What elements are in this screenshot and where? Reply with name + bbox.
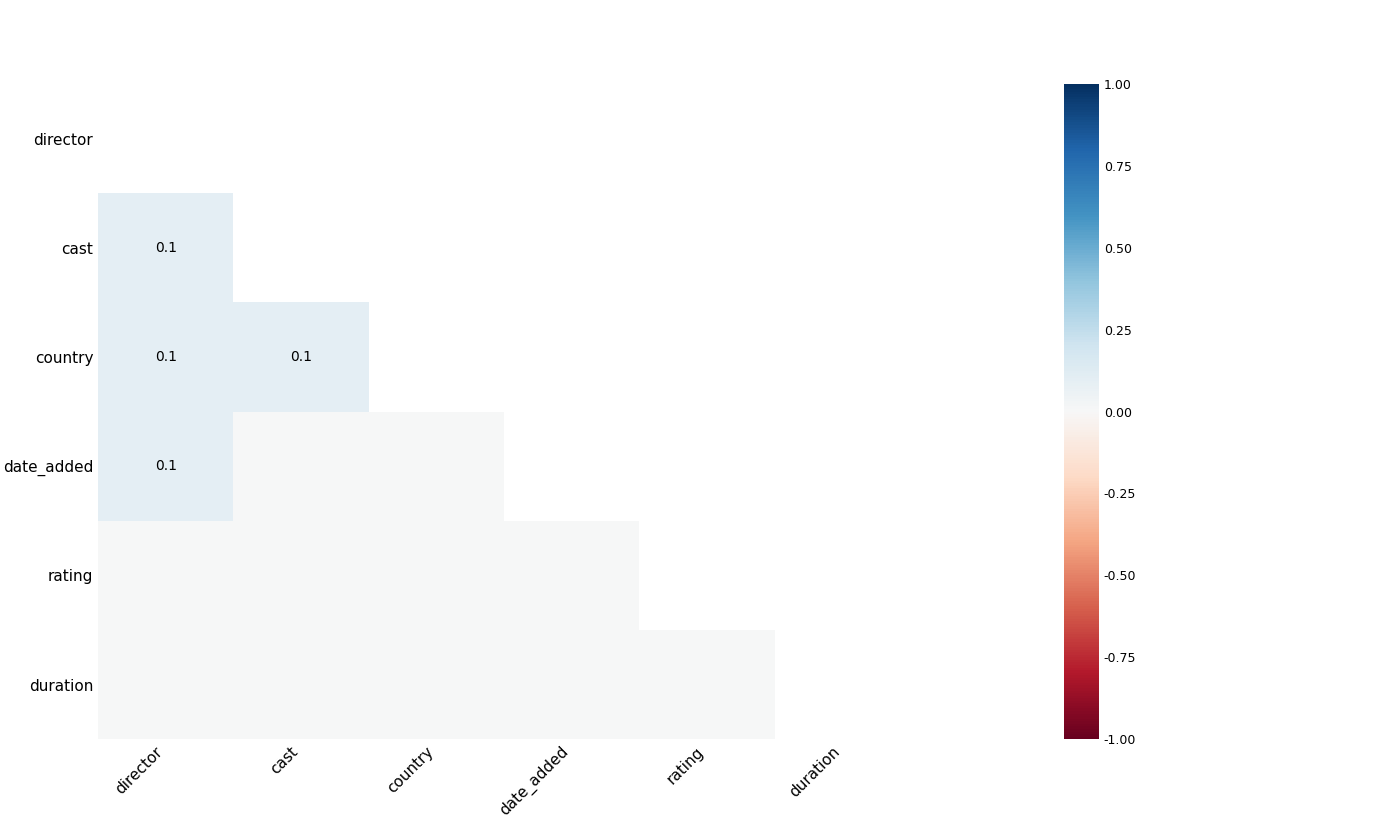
Text: 0.1: 0.1 xyxy=(154,350,176,364)
Bar xyxy=(368,521,504,630)
Bar xyxy=(98,302,234,412)
Bar xyxy=(368,412,504,521)
Text: 0.1: 0.1 xyxy=(154,241,176,255)
Bar xyxy=(640,630,774,739)
Bar xyxy=(234,302,368,412)
Bar xyxy=(368,630,504,739)
Text: 0.1: 0.1 xyxy=(290,350,312,364)
Bar xyxy=(98,630,234,739)
Text: 0.1: 0.1 xyxy=(154,459,176,473)
Bar xyxy=(504,521,640,630)
Bar xyxy=(98,412,234,521)
Bar xyxy=(98,521,234,630)
Bar xyxy=(234,521,368,630)
Bar xyxy=(234,630,368,739)
Bar xyxy=(98,193,234,302)
Bar xyxy=(234,412,368,521)
Bar xyxy=(504,630,640,739)
